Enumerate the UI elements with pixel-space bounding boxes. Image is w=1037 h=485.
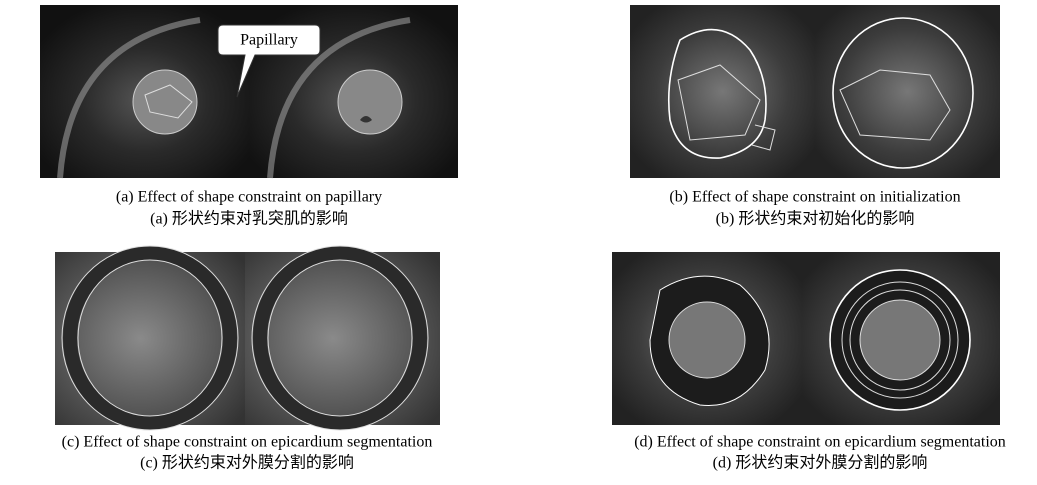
caption-en: (b) Effect of shape constraint on initia… <box>669 189 960 206</box>
panel-c-image <box>55 246 440 430</box>
callout-text: Papillary <box>240 32 298 49</box>
panel-b-image <box>630 5 1000 178</box>
caption-zh: (d) 形状约束对外膜分割的影响 <box>713 454 928 472</box>
caption-zh: (b) 形状约束对初始化的影响 <box>716 210 915 228</box>
caption-en: (c) Effect of shape constraint on epicar… <box>62 434 433 451</box>
caption-en: (d) Effect of shape constraint on epicar… <box>634 434 1006 451</box>
caption-zh: (a) 形状约束对乳突肌的影响 <box>150 210 348 228</box>
image-shape <box>338 70 402 134</box>
figure: Papillary (a) Effect of shape constraint… <box>0 0 1037 480</box>
image-shape <box>133 70 197 134</box>
caption-zh: (c) 形状约束对外膜分割的影响 <box>140 454 354 472</box>
image-shape <box>669 302 745 378</box>
panel-d-image <box>612 252 1000 425</box>
caption-en: (a) Effect of shape constraint on papill… <box>116 189 382 206</box>
image-shape <box>860 300 940 380</box>
page: Papillary (a) Effect of shape constraint… <box>0 0 1037 485</box>
panel-a-image: Papillary <box>40 5 458 178</box>
